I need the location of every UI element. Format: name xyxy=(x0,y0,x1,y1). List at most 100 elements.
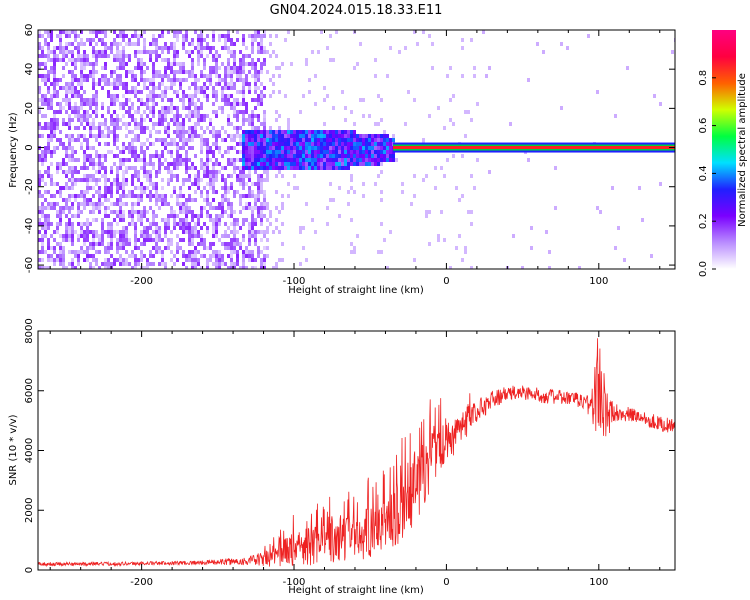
spectrogram-cell xyxy=(116,214,119,218)
spectrogram-cell xyxy=(305,202,308,206)
spectrogram-cell xyxy=(212,182,215,186)
spectrogram-cell xyxy=(248,250,251,254)
spectrogram-cell xyxy=(107,54,110,58)
spectrogram-cell xyxy=(176,178,179,182)
spectrogram-cell xyxy=(281,166,284,170)
spectrogram-cell xyxy=(158,82,161,86)
spectrogram-cell xyxy=(206,78,209,82)
spectrogram-cell xyxy=(122,182,125,186)
spectrogram-cell xyxy=(329,154,332,158)
spectrogram-cell xyxy=(257,190,260,194)
spectrogram-cell xyxy=(260,238,263,242)
spectrogram-cell xyxy=(200,38,203,42)
spectrogram-cell xyxy=(113,94,116,98)
spectrogram-cell xyxy=(38,54,41,58)
spectrogram-cell xyxy=(233,250,236,254)
spectrogram-cell xyxy=(203,198,206,202)
spectrogram-cell xyxy=(281,162,284,166)
spectrogram-cell xyxy=(110,210,113,214)
spectrogram-cell xyxy=(47,142,50,146)
spectrogram-cell xyxy=(98,266,101,269)
spectrogram-cell xyxy=(224,234,227,238)
spectrogram-cell xyxy=(140,126,143,130)
spectrogram-cell xyxy=(104,198,107,202)
spectrogram-cell xyxy=(176,162,179,166)
spectrogram-cell xyxy=(179,210,182,214)
spectrogram-cell xyxy=(86,226,89,230)
spectrogram-cell xyxy=(92,254,95,258)
spectrogram-cell xyxy=(260,178,263,182)
spectrogram-cell xyxy=(188,126,191,130)
spectrogram-cell xyxy=(149,238,152,242)
spectrogram-cell xyxy=(170,194,173,198)
spectrogram-cell xyxy=(254,166,257,170)
spectrogram-cell xyxy=(122,162,125,166)
spectrogram-cell xyxy=(179,194,182,198)
spectrogram-cell xyxy=(323,134,326,138)
spectrogram-cell xyxy=(83,114,86,118)
spectrogram-cell xyxy=(137,62,140,66)
spectrogram-cell xyxy=(269,146,272,150)
spectrogram-cell xyxy=(176,106,179,110)
spectrogram-cell xyxy=(299,146,302,150)
spectrogram-cell xyxy=(158,238,161,242)
spectrogram-cell xyxy=(107,106,110,110)
spectrogram-cell xyxy=(128,58,131,62)
spectrogram-cell xyxy=(59,106,62,110)
spectrogram-cell xyxy=(260,70,263,74)
spectrogram-cell xyxy=(119,230,122,234)
spectrogram-cell xyxy=(356,138,359,142)
spectrogram-cell xyxy=(116,138,119,142)
spectrogram-cell xyxy=(44,146,47,150)
spectrogram-cell xyxy=(281,134,284,138)
spectrogram-cell xyxy=(47,202,50,206)
spectrogram-cell xyxy=(77,90,80,94)
spectrogram-cell xyxy=(92,166,95,170)
spectrogram-cell xyxy=(227,186,230,190)
spectrogram-cell xyxy=(239,242,242,246)
spectrogram-cell xyxy=(146,262,149,266)
spectrogram-cell xyxy=(158,226,161,230)
spectrogram-cell xyxy=(194,114,197,118)
spectrogram-cell xyxy=(131,254,134,258)
spectrogram-cell xyxy=(233,146,236,150)
spectrogram-cell xyxy=(110,130,113,134)
spectrogram-cell xyxy=(50,150,53,154)
spectrogram-cell xyxy=(350,250,353,254)
spectrogram-cell xyxy=(239,58,242,62)
spectrogram-cell xyxy=(239,198,242,202)
spectrogram-cell xyxy=(56,146,59,150)
spectrogram-cell xyxy=(44,222,47,226)
spectrogram-cell xyxy=(332,158,335,162)
spectrogram-cell xyxy=(185,178,188,182)
spectrogram-cell xyxy=(74,110,77,114)
spectrogram-cell xyxy=(137,258,140,262)
spectrogram-cell xyxy=(104,142,107,146)
spectrogram-cell xyxy=(98,242,101,246)
spectrogram-cell xyxy=(317,162,320,166)
spectrogram-cell xyxy=(62,46,65,50)
spectrogram-cell xyxy=(113,86,116,90)
spectrogram-cell xyxy=(206,86,209,90)
spectrogram-cell xyxy=(578,266,581,269)
spectrogram-cell xyxy=(437,238,440,242)
spectrogram-cell xyxy=(260,186,263,190)
spectrogram-cell xyxy=(194,82,197,86)
spectrogram-cell xyxy=(41,102,44,106)
spectrogram-cell xyxy=(56,258,59,262)
spectrogram-cell xyxy=(77,222,80,226)
spectrogram-cell xyxy=(242,58,245,62)
spectrogram-cell xyxy=(182,262,185,266)
spectrogram-cell xyxy=(266,230,269,234)
spectrogram-cell xyxy=(125,110,128,114)
spectrogram-cell xyxy=(245,82,248,86)
spectrogram-cell xyxy=(230,78,233,82)
spectrogram-cell xyxy=(374,74,377,78)
spectrogram-cell xyxy=(245,54,248,58)
spectrogram-cell xyxy=(332,166,335,170)
spectrogram-cell xyxy=(104,46,107,50)
spectrogram-cell xyxy=(236,78,239,82)
spectrogram-cell xyxy=(221,86,224,90)
spectrogram-cell xyxy=(62,238,65,242)
spectrogram-cell xyxy=(68,226,71,230)
